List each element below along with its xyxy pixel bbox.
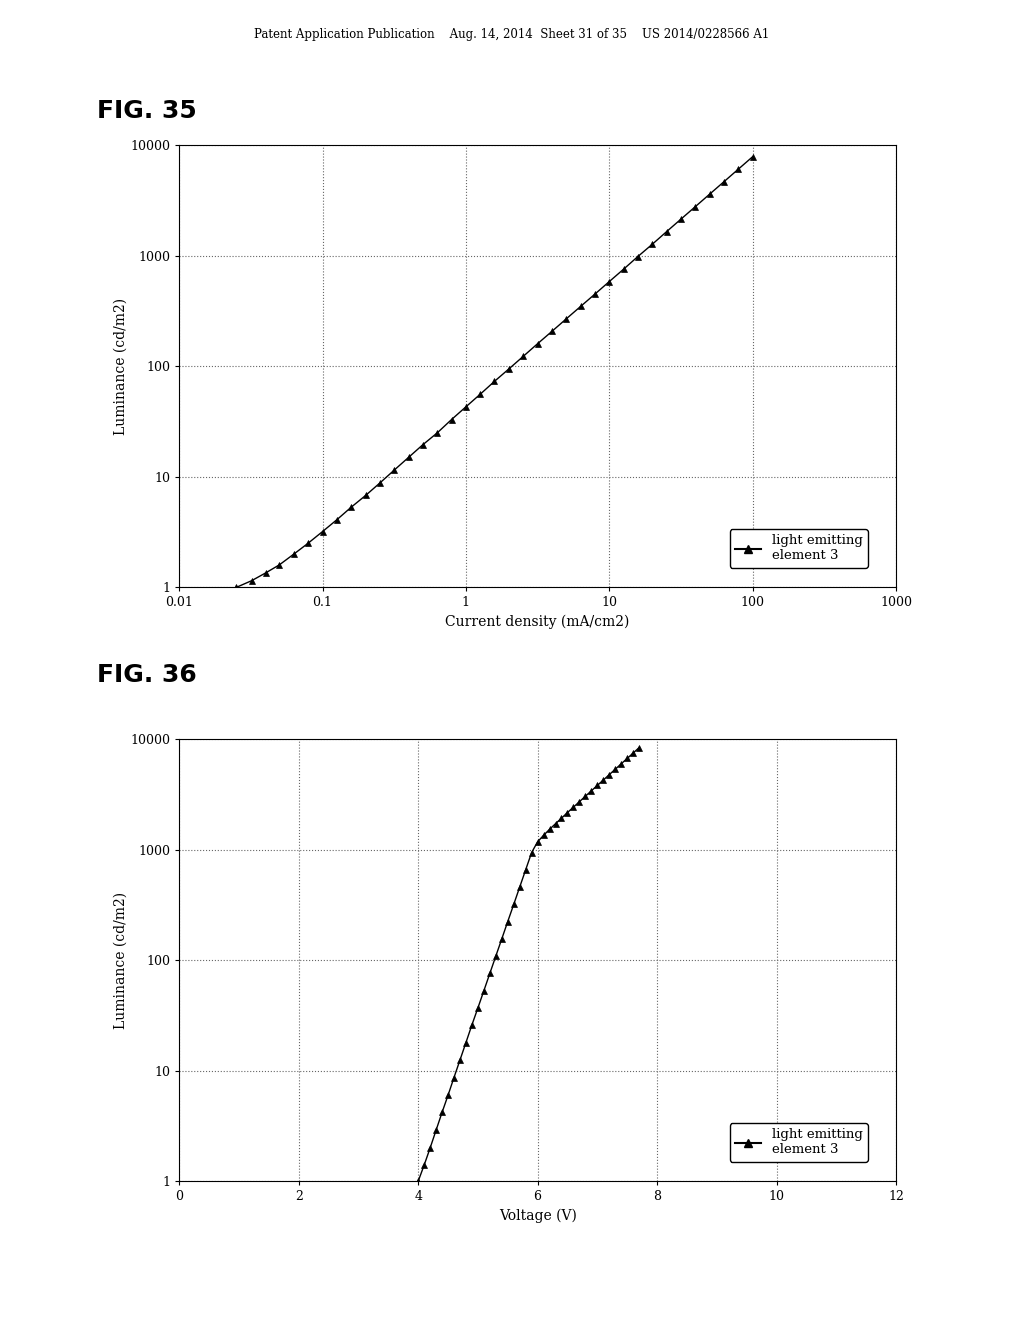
Y-axis label: Luminance (cd/m2): Luminance (cd/m2) (114, 298, 127, 434)
Text: FIG. 35: FIG. 35 (97, 99, 197, 123)
X-axis label: Current density (mA/cm2): Current density (mA/cm2) (445, 615, 630, 630)
Text: FIG. 36: FIG. 36 (97, 663, 197, 686)
Legend: light emitting
element 3: light emitting element 3 (729, 1123, 868, 1162)
Y-axis label: Luminance (cd/m2): Luminance (cd/m2) (114, 892, 127, 1028)
Text: Patent Application Publication    Aug. 14, 2014  Sheet 31 of 35    US 2014/02285: Patent Application Publication Aug. 14, … (254, 28, 770, 41)
Legend: light emitting
element 3: light emitting element 3 (729, 529, 868, 568)
X-axis label: Voltage (V): Voltage (V) (499, 1209, 577, 1224)
